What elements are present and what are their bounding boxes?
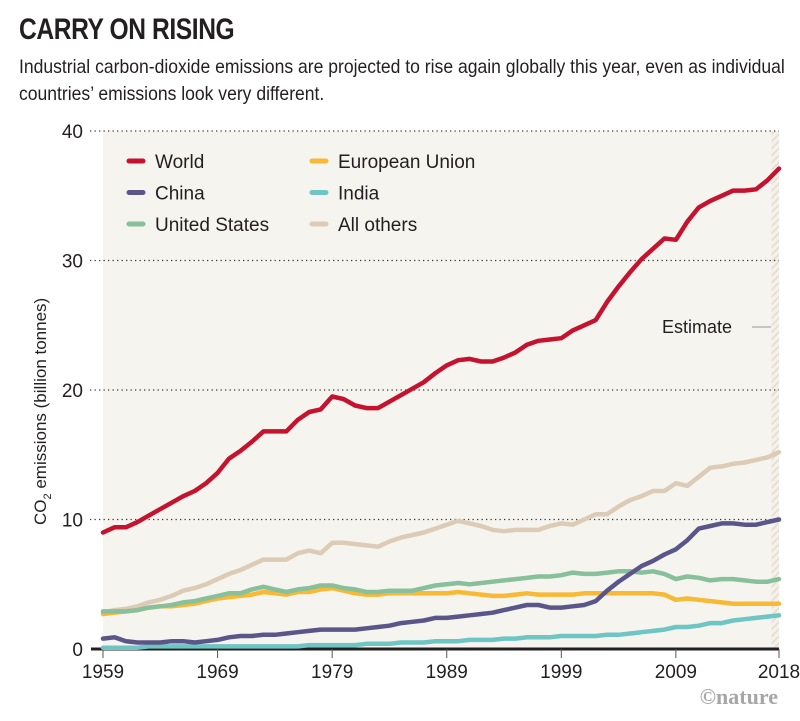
x-tick-label: 1999 [540, 662, 582, 683]
chart-title: CARRY ON RISING [19, 13, 235, 46]
y-axis-title: CO2 emissions (billion tonnes) [31, 298, 54, 525]
y-tick-label: 0 [72, 640, 83, 661]
nature-credit: ©nature [700, 684, 779, 709]
legend-label: World [155, 152, 204, 173]
series-line-european-union [100, 585, 782, 617]
x-tick-label: 1959 [82, 662, 124, 683]
x-tick-label: 1979 [311, 662, 353, 683]
x-tick-label: 2018 [758, 662, 800, 683]
legend-label: India [338, 184, 380, 205]
series-line-china [100, 517, 782, 645]
legend-label: European Union [338, 152, 475, 173]
x-tick-label: 2009 [655, 662, 697, 683]
series-line-all-others [100, 449, 782, 615]
estimate-annotation: Estimate [662, 317, 771, 337]
estimate-label: Estimate [662, 317, 732, 337]
y-axis: 0 10 20 30 40 [62, 122, 83, 661]
y-tick-label: 10 [62, 511, 83, 532]
series-line-india [100, 613, 782, 650]
legend-label: United States [155, 215, 269, 236]
x-axis: 1959 1969 1979 1989 1999 2009 2018 [82, 647, 800, 683]
series-line-world [100, 166, 782, 535]
y-tick-label: 30 [62, 252, 83, 273]
chart-subtitle: Industrial carbon-dioxide emissions are … [19, 56, 785, 105]
x-tick-label: 1969 [196, 662, 238, 683]
legend-label: China [155, 184, 205, 205]
series-line-united-states [100, 569, 782, 614]
y-tick-label: 40 [62, 122, 83, 143]
legend-label: All others [338, 215, 417, 236]
x-tick-label: 1989 [426, 662, 468, 683]
legend: World China United States European Union Ind… [126, 152, 475, 236]
y-tick-label: 20 [62, 381, 83, 402]
series-lines [100, 166, 782, 650]
